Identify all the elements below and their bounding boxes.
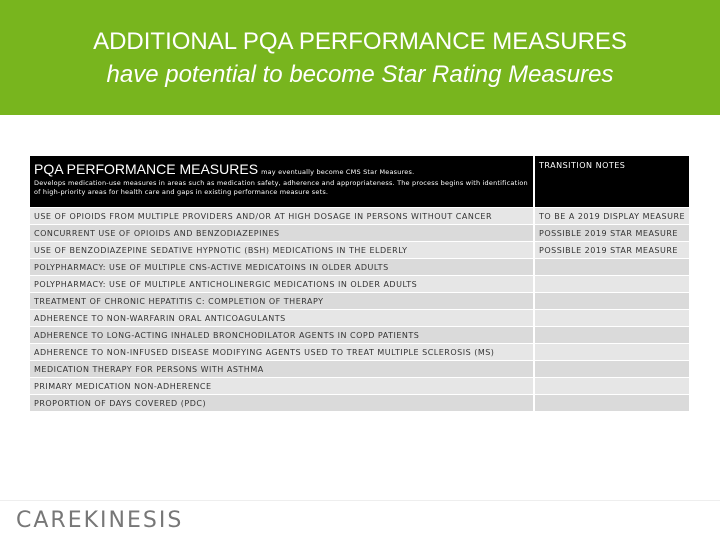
note-cell [535,259,691,275]
note-cell: POSSIBLE 2019 STAR MEASURE [535,242,691,258]
heading-note: may eventually become CMS Star Measures. [261,168,415,176]
note-cell [535,310,691,326]
table-row: POLYPHARMACY: USE OF MULTIPLE CNS-ACTIVE… [30,259,691,275]
measure-cell: ADHERENCE TO NON-WARFARIN ORAL ANTICOAGU… [30,310,535,326]
header-row: PQA PERFORMANCE MEASURES may eventually … [30,156,691,207]
note-cell [535,378,691,394]
measure-cell: POLYPHARMACY: USE OF MULTIPLE ANTICHOLIN… [30,276,535,292]
table-row: PRIMARY MEDICATION NON-ADHERENCE [30,378,691,394]
measure-cell: CONCURRENT USE OF OPIOIDS AND BENZODIAZE… [30,225,535,241]
measure-cell: TREATMENT OF CHRONIC HEPATITIS C: COMPLE… [30,293,535,309]
table-row: USE OF BENZODIAZEPINE SEDATIVE HYPNOTIC … [30,242,691,258]
note-cell [535,395,691,411]
banner: ADDITIONAL PQA PERFORMANCE MEASURES have… [0,0,720,115]
note-cell: TO BE A 2019 DISPLAY MEASURE [535,208,691,224]
title: ADDITIONAL PQA PERFORMANCE MEASURES [93,28,627,55]
table-heading: PQA PERFORMANCE MEASURES [34,161,259,177]
measure-cell: POLYPHARMACY: USE OF MULTIPLE CNS-ACTIVE… [30,259,535,275]
note-cell [535,361,691,377]
table-row: MEDICATION THERAPY FOR PERSONS WITH ASTH… [30,361,691,377]
table-body: PQA PERFORMANCE MEASURES may eventually … [30,156,691,411]
logo: CAREKINESIS [16,508,184,533]
notes-heading: TRANSITION NOTES [539,161,626,170]
note-cell [535,276,691,292]
note-cell: POSSIBLE 2019 STAR MEASURE [535,225,691,241]
measures-table: PQA PERFORMANCE MEASURES may eventually … [30,155,691,412]
table-row: POLYPHARMACY: USE OF MULTIPLE ANTICHOLIN… [30,276,691,292]
table-row: ADHERENCE TO NON-WARFARIN ORAL ANTICOAGU… [30,310,691,326]
measure-cell: PRIMARY MEDICATION NON-ADHERENCE [30,378,535,394]
table-row: USE OF OPIOIDS FROM MULTIPLE PROVIDERS A… [30,208,691,224]
measure-cell: MEDICATION THERAPY FOR PERSONS WITH ASTH… [30,361,535,377]
measure-cell: ADHERENCE TO LONG-ACTING INHALED BRONCHO… [30,327,535,343]
subtitle: have potential to become Star Rating Mea… [106,61,614,88]
table-row: PROPORTION OF DAYS COVERED (PDC) [30,395,691,411]
description: Develops medication-use measures in area… [34,179,528,196]
note-cell [535,327,691,343]
header-cell: PQA PERFORMANCE MEASURES may eventually … [30,156,535,207]
measure-cell: ADHERENCE TO NON-INFUSED DISEASE MODIFYI… [30,344,535,360]
table-row: ADHERENCE TO LONG-ACTING INHALED BRONCHO… [30,327,691,343]
divider [0,500,720,501]
measure-cell: USE OF BENZODIAZEPINE SEDATIVE HYPNOTIC … [30,242,535,258]
table-row: TREATMENT OF CHRONIC HEPATITIS C: COMPLE… [30,293,691,309]
note-cell [535,344,691,360]
measure-cell: PROPORTION OF DAYS COVERED (PDC) [30,395,535,411]
note-cell [535,293,691,309]
header-cell: TRANSITION NOTES [535,156,691,207]
table-row: CONCURRENT USE OF OPIOIDS AND BENZODIAZE… [30,225,691,241]
measure-cell: USE OF OPIOIDS FROM MULTIPLE PROVIDERS A… [30,208,535,224]
table-row: ADHERENCE TO NON-INFUSED DISEASE MODIFYI… [30,344,691,360]
